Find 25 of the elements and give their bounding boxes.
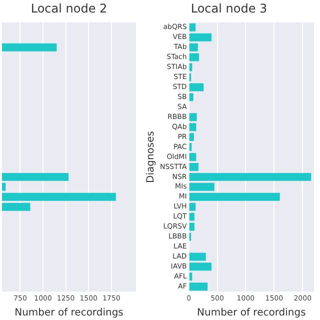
- x-axis-title: Number of recordings: [197, 308, 306, 319]
- bar: [189, 282, 208, 291]
- bar: [189, 182, 214, 191]
- bar: [189, 43, 198, 52]
- bar: [189, 133, 194, 142]
- x-axis-title: Number of recordings: [14, 308, 124, 319]
- bar: [189, 93, 194, 102]
- bar: [189, 262, 212, 271]
- chart-title: Local node 2: [30, 1, 108, 16]
- bar: [189, 172, 312, 181]
- bar: [189, 153, 196, 161]
- bar: [189, 192, 280, 201]
- bar: [189, 202, 196, 211]
- bar: [189, 162, 198, 171]
- bar: [189, 212, 194, 221]
- bar: [189, 252, 206, 261]
- bar: [189, 53, 200, 62]
- bar: [189, 83, 204, 92]
- chart-title: Local node 3: [190, 1, 268, 16]
- y-axis-title: Diagnoses: [146, 131, 157, 183]
- bar: [189, 113, 197, 122]
- bar: [189, 222, 194, 231]
- bar: [189, 123, 196, 132]
- bar: [189, 23, 196, 32]
- bar: [189, 33, 212, 42]
